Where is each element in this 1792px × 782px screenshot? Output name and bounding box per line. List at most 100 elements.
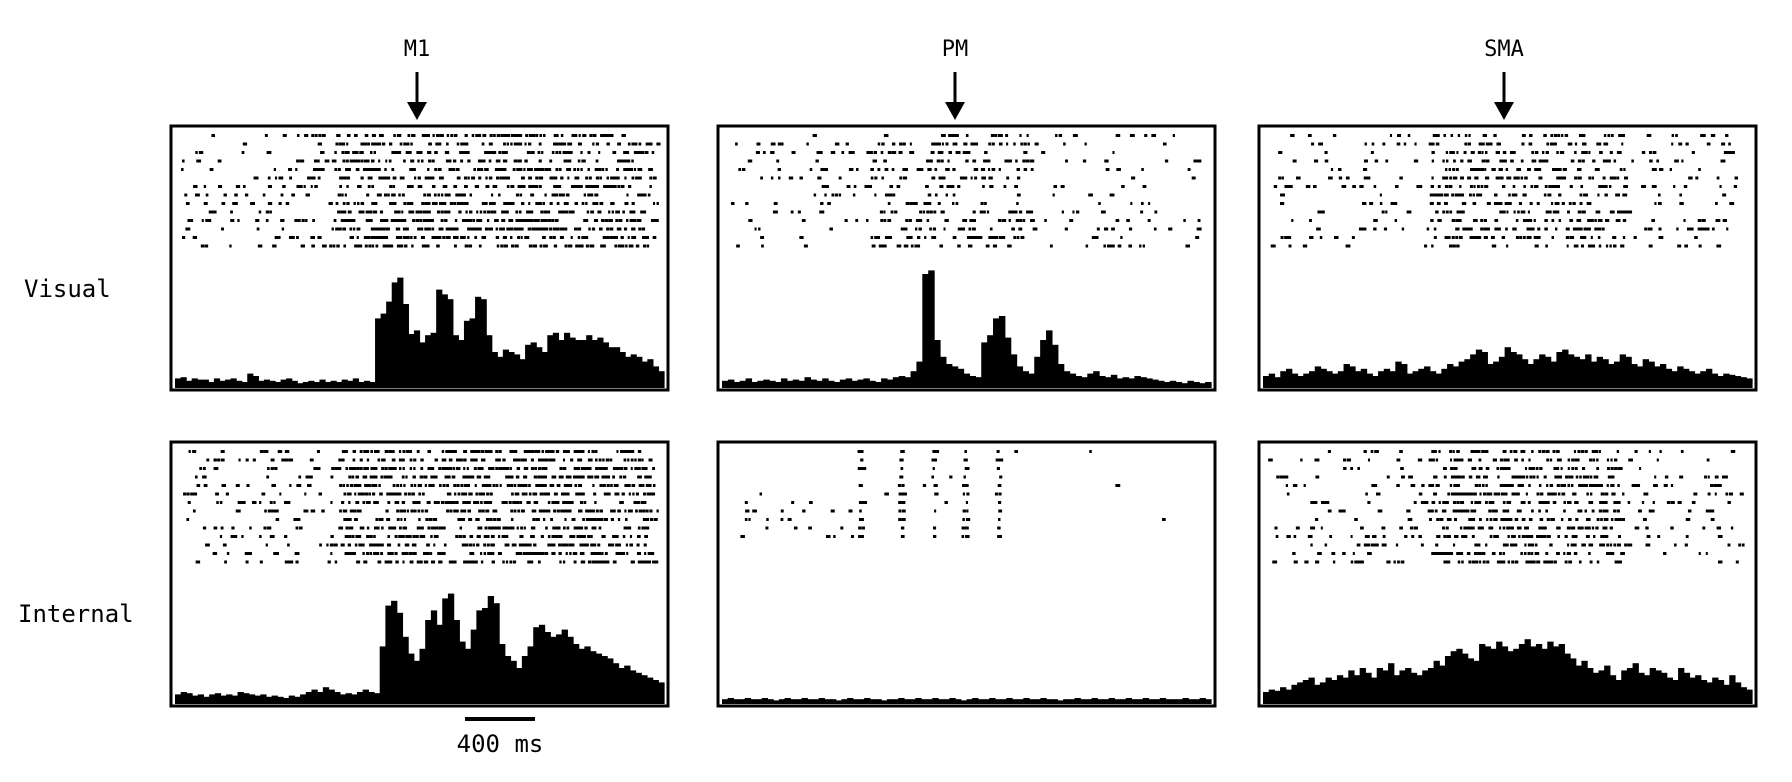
raster-spike-sma-visual [1574, 142, 1578, 146]
psth-bar-sma-internal-59 [1598, 670, 1605, 704]
raster-spike-sma-internal [1456, 450, 1460, 453]
raster-spike-m1-internal [580, 560, 586, 564]
raster-spike-m1-internal [359, 458, 363, 462]
raster-spike-m1-visual [488, 176, 493, 180]
raster-spike-m1-visual [496, 244, 500, 248]
raster-spike-m1-internal [274, 467, 278, 470]
raster-spike-m1-visual [205, 219, 209, 222]
raster-spike-m1-internal [598, 560, 604, 564]
raster-spike-sma-internal [1571, 535, 1576, 538]
psth-bar-sma-internal-7 [1302, 680, 1310, 704]
raster-spike-m1-visual [524, 159, 528, 163]
raster-spike-m1-internal [481, 484, 486, 487]
raster-spike-m1-visual [515, 219, 520, 222]
raster-spike-pm-internal [963, 475, 966, 479]
raster-spike-m1-internal [564, 518, 567, 521]
raster-spike-m1-internal [538, 458, 543, 462]
raster-spike-sma-visual [1552, 210, 1558, 214]
raster-spike-sma-internal [1478, 458, 1482, 462]
raster-spike-m1-internal [469, 475, 475, 479]
raster-spike-m1-visual [519, 219, 523, 222]
psth-bar-pm-internal-43 [966, 699, 973, 704]
raster-spike-pm-visual [1195, 236, 1200, 239]
raster-spike-sma-visual [1613, 244, 1617, 248]
raster-spike-m1-internal [622, 475, 627, 479]
raster-spike-sma-internal [1502, 509, 1507, 513]
raster-spike-sma-internal [1442, 467, 1447, 470]
raster-spike-sma-visual [1497, 202, 1503, 205]
raster-spike-sma-internal [1670, 526, 1674, 530]
raster-spike-pm-visual [986, 210, 990, 214]
raster-spike-sma-internal [1613, 501, 1618, 504]
raster-spike-m1-internal [642, 518, 647, 521]
raster-spike-sma-internal [1452, 450, 1455, 453]
raster-spike-m1-visual [385, 176, 391, 180]
raster-spike-m1-visual [610, 176, 615, 180]
psth-bar-m1-internal-13 [248, 694, 256, 704]
raster-spike-sma-visual [1437, 219, 1442, 222]
raster-spike-sma-internal [1377, 509, 1383, 513]
raster-spike-sma-visual [1559, 176, 1564, 180]
raster-spike-sma-visual [1509, 151, 1515, 154]
raster-spike-m1-visual [429, 219, 434, 222]
raster-spike-sma-visual [1484, 176, 1490, 180]
panel-frame-pm-visual [716, 124, 1217, 392]
raster-spike-sma-internal [1588, 552, 1591, 555]
raster-spike-sma-visual [1573, 244, 1579, 248]
raster-spike-m1-visual [282, 185, 286, 188]
raster-spike-m1-visual [453, 134, 458, 137]
raster-spike-m1-visual [367, 159, 370, 163]
raster-spike-m1-visual [506, 176, 511, 180]
raster-spike-m1-internal [445, 467, 450, 470]
raster-spike-m1-visual [422, 210, 427, 214]
raster-spike-m1-internal [516, 458, 520, 462]
raster-spike-m1-visual [412, 219, 416, 222]
raster-spike-m1-visual [453, 202, 457, 205]
raster-spike-m1-visual [403, 159, 406, 163]
raster-spike-m1-visual [577, 142, 582, 146]
raster-spike-pm-internal [962, 509, 966, 513]
raster-spike-sma-visual [1522, 193, 1527, 197]
raster-spike-pm-visual [856, 168, 859, 171]
raster-spike-m1-internal [528, 492, 532, 496]
raster-spike-m1-internal [619, 552, 624, 555]
raster-spike-m1-internal [259, 450, 264, 453]
raster-spike-m1-internal [533, 501, 539, 504]
raster-spike-sma-internal [1466, 509, 1470, 513]
raster-spike-m1-internal [465, 501, 471, 504]
raster-spike-sma-internal [1439, 518, 1444, 521]
raster-spike-m1-internal [304, 492, 307, 496]
raster-spike-m1-visual [494, 219, 499, 222]
raster-spike-pm-visual [955, 202, 959, 205]
raster-spike-m1-internal [610, 509, 615, 513]
psth-bar-sma-visual-15 [1349, 366, 1356, 388]
raster-spike-m1-visual [638, 227, 642, 231]
psth-bar-m1-visual-16 [263, 379, 271, 388]
raster-spike-m1-visual [521, 185, 526, 188]
raster-spike-sma-internal [1513, 450, 1518, 453]
raster-spike-m1-visual [640, 151, 645, 154]
raster-spike-m1-visual [587, 151, 591, 154]
raster-spike-pm-internal [944, 501, 948, 504]
psth-bar-sma-internal-44 [1513, 648, 1520, 704]
raster-spike-m1-internal [441, 467, 447, 470]
raster-spike-sma-visual [1538, 176, 1543, 180]
psth-bar-m1-internal-4 [197, 694, 205, 704]
raster-spike-m1-internal [599, 484, 603, 487]
raster-spike-m1-internal [344, 552, 350, 555]
raster-spike-m1-visual [525, 134, 529, 137]
raster-spike-sma-internal [1497, 492, 1501, 496]
psth-bar-pm-internal-58 [1051, 699, 1059, 704]
raster-spike-m1-visual [535, 185, 539, 188]
raster-spike-sma-internal [1477, 543, 1481, 547]
raster-spike-sma-internal [1481, 484, 1485, 487]
raster-spike-m1-internal [572, 543, 575, 547]
raster-spike-m1-internal [600, 518, 604, 521]
raster-spike-pm-visual [981, 176, 986, 180]
raster-spike-sma-internal [1447, 492, 1451, 496]
raster-spike-m1-internal [508, 475, 514, 479]
raster-spike-m1-internal [368, 492, 371, 496]
raster-spike-pm-internal [933, 526, 937, 530]
psth-bar-pm-visual-75 [1163, 382, 1171, 388]
raster-spike-m1-visual [399, 236, 403, 239]
